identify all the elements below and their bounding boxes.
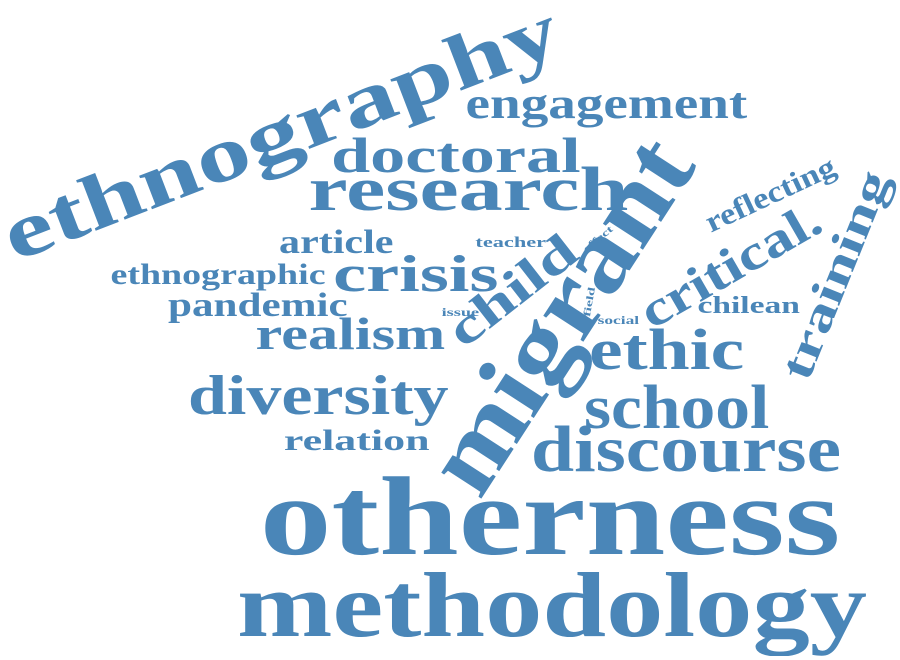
word-pandemic: pandemic xyxy=(168,287,348,324)
word-social: social xyxy=(597,313,639,327)
word-doctoral: doctoral xyxy=(331,127,581,183)
word-methodology: methodology xyxy=(237,554,867,656)
word-crisis: crisis xyxy=(333,246,499,303)
word-research: research xyxy=(308,156,628,224)
word-relation: relation xyxy=(283,424,430,457)
word-article: article xyxy=(278,224,393,261)
word-ethic: ethic xyxy=(588,317,744,382)
word-teacher: teacher xyxy=(474,234,546,251)
word-engagement: engagement xyxy=(465,79,747,128)
word-ethnographic: ethnographic xyxy=(110,258,326,291)
word-realism: realism xyxy=(255,308,445,359)
word-issue: issue xyxy=(441,305,479,319)
word-diversity: diversity xyxy=(187,365,449,427)
word-otherness: otherness xyxy=(259,455,841,579)
word-school: school xyxy=(583,374,769,442)
word-chilean: chilean xyxy=(696,293,800,319)
word-discourse: discourse xyxy=(531,413,841,486)
